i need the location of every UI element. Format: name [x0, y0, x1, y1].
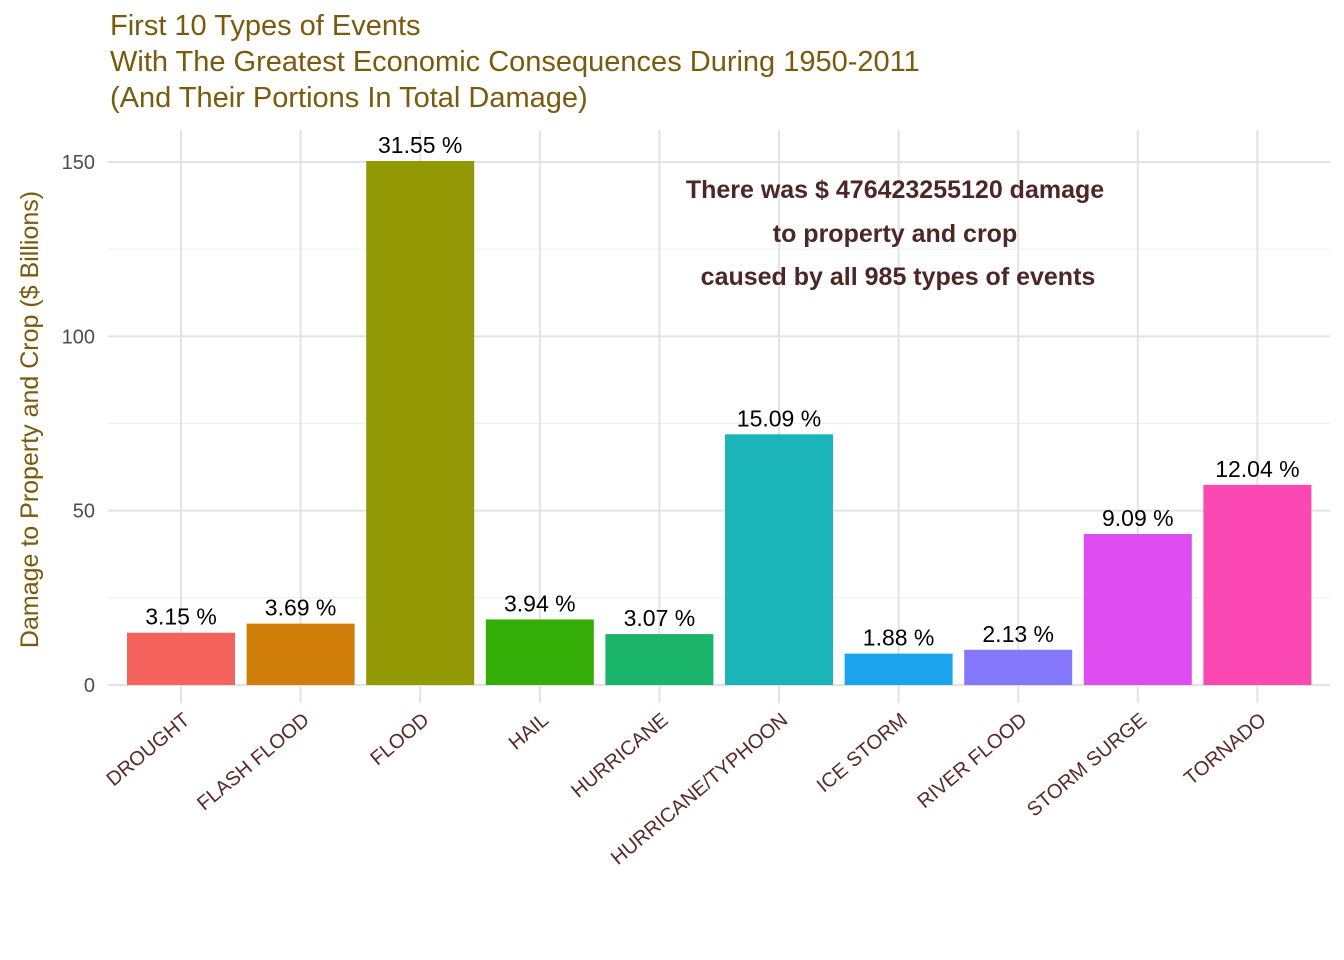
bar-data-label: 9.09 % [1102, 505, 1174, 531]
y-tick-label: 150 [62, 152, 95, 174]
bar-hurricane-typhoon [725, 434, 833, 685]
x-tick-label: DROUGHT [103, 709, 195, 791]
bar-data-label: 15.09 % [737, 405, 821, 431]
bar-hail [485, 619, 594, 685]
bar-data-label: 3.15 % [145, 604, 217, 630]
y-tick-label: 0 [84, 675, 95, 697]
bar-data-label: 3.07 % [624, 605, 696, 631]
annotation-line-1: There was $ 476423255120 damage [686, 176, 1104, 204]
x-tick-label: FLOOD [366, 709, 433, 770]
chart-title-line-1: First 10 Types of Events [110, 10, 421, 42]
bar-data-label: 1.88 % [863, 625, 935, 651]
bar-flash-flood [246, 623, 355, 685]
bar-river-flood [964, 649, 1073, 685]
bar-data-label: 3.94 % [504, 590, 576, 616]
bar-data-label: 2.13 % [982, 621, 1054, 647]
bar-flood [366, 160, 475, 686]
bar-data-label: 31.55 % [378, 132, 462, 158]
bars [127, 160, 1312, 686]
y-tick-label: 100 [62, 326, 95, 348]
chart-title-line-2: With The Greatest Economic Consequences … [110, 46, 920, 78]
bar-hurricane [605, 634, 714, 685]
bar-storm-surge [1083, 534, 1192, 685]
y-axis-label: Damage to Property and Crop ($ Billions) [16, 191, 44, 648]
annotation: There was $ 476423255120 damage to prope… [686, 176, 1104, 291]
bar-labels: 3.15 % 3.69 % 31.55 % 3.94 % 3.07 % 15.09 % 1.… [145, 132, 1299, 651]
bar-ice-storm [844, 653, 953, 685]
annotation-line-2: to property and crop [773, 220, 1017, 248]
annotation-line-3: caused by all 985 types of events [701, 263, 1096, 291]
bar-tornado [1203, 484, 1312, 685]
bar-drought [127, 632, 235, 685]
x-tick-label: FLASH FLOOD [193, 709, 314, 815]
x-axis: DROUGHT FLASH FLOOD FLOOD HAIL HURRICANEHURR… [103, 709, 1271, 869]
x-tick-label: RIVER FLOOD [913, 709, 1031, 813]
chart-title-line-3: (And Their Portions In Total Damage) [110, 82, 588, 114]
bar-data-label: 12.04 % [1215, 456, 1299, 482]
y-axis: 0 50 100 150 [62, 152, 95, 697]
x-tick-label: HAIL [505, 709, 553, 754]
chart-title: First 10 Types of Events With The Greate… [110, 8, 920, 116]
bar-data-label: 3.69 % [265, 595, 337, 621]
y-tick-label: 50 [73, 501, 95, 523]
x-tick-label: TORNADO [1180, 709, 1270, 790]
x-tick-label: HURRICANE [567, 709, 672, 802]
x-tick-label: ICE STORM [813, 709, 912, 797]
x-tick-label: STORM SURGE [1023, 709, 1151, 821]
